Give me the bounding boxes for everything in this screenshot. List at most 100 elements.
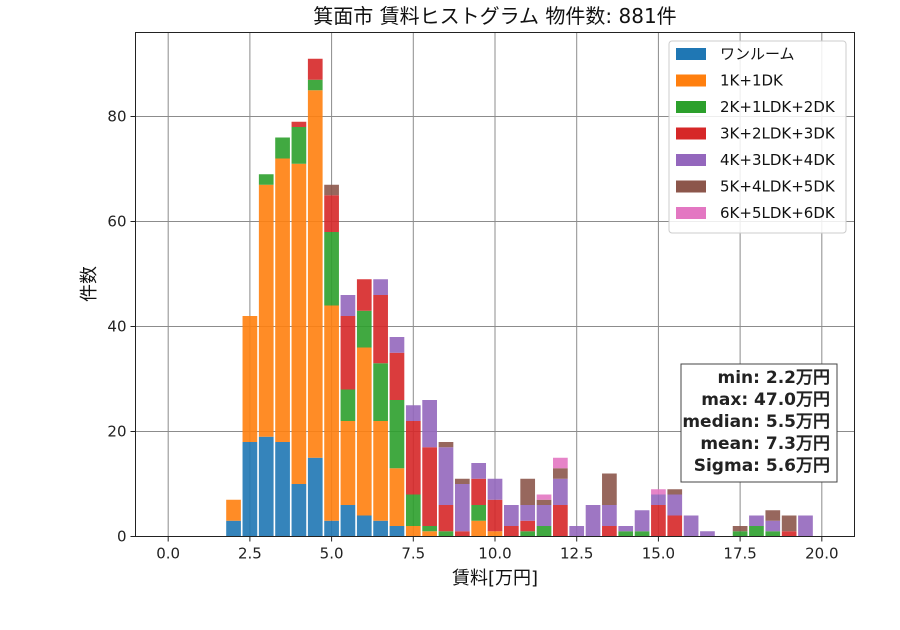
bar-segment-5 (471, 463, 487, 479)
legend-box (668, 40, 847, 234)
stats-frame (680, 363, 838, 483)
bar-segment-4 (373, 295, 388, 364)
stats-mean: mean: 7.3万円 (700, 434, 830, 454)
bar-segment-2 (242, 316, 258, 442)
x-tick-label: 5.0 (320, 545, 344, 563)
bar-segment-2 (405, 526, 421, 537)
bar-segment-3 (732, 531, 748, 537)
bar-segment-5 (602, 505, 617, 526)
legend-swatch (676, 207, 706, 219)
bar-segment-5 (765, 520, 781, 532)
bar-segment-4 (340, 316, 356, 390)
bar-segment-6 (520, 478, 536, 505)
bar-segment-2 (324, 305, 339, 521)
stats-box: min: 2.2万円 max: 47.0万円 median: 5.5万円 mea… (680, 363, 838, 483)
x-tick-label: 7.5 (401, 545, 425, 563)
bar-segment-5 (749, 515, 764, 526)
bar-segment-7 (651, 489, 666, 495)
bar-segment-6 (765, 510, 781, 521)
legend-swatch (676, 101, 706, 113)
bar-segment-4 (602, 526, 617, 537)
bar-segment-4 (667, 515, 683, 537)
bar-segment-2 (307, 90, 323, 458)
legend-label: 4K+3LDK+4DK (720, 151, 836, 169)
legend: ワンルーム 1K+1DK 2K+1LDK+2DK 3K+2LDK+3DK 4K+3LDK… (668, 40, 847, 234)
bar-segment-7 (536, 494, 552, 500)
bar-segment-3 (618, 531, 634, 537)
legend-swatch (676, 127, 706, 140)
bar-segment-3 (258, 174, 274, 185)
y-tick-label: 40 (107, 318, 126, 336)
bar-segment-1 (226, 520, 241, 537)
bar-segment-4 (520, 520, 536, 532)
bar-segment-5 (405, 405, 421, 421)
bar-segment-2 (487, 531, 503, 537)
x-axis-title: 賃料[万円] (452, 568, 538, 589)
bar-segment-4 (291, 121, 307, 127)
bar-segment-5 (389, 337, 405, 353)
bar-segment-2 (291, 163, 307, 484)
stats-min: min: 2.2万円 (718, 368, 830, 388)
bar-segment-3 (324, 232, 339, 306)
bar-segment-6 (667, 489, 683, 495)
bar-segment-2 (275, 158, 290, 442)
legend-swatch (676, 154, 706, 166)
bar-segment-2 (226, 499, 241, 521)
bar-segment-5 (634, 510, 650, 532)
x-axis-ticks: 0.0 2.5 5.0 7.5 10.0 12.5 15.0 17.5 20.0 (156, 536, 839, 563)
bar-segment-6 (536, 499, 552, 505)
bar-segment-1 (258, 436, 274, 537)
bar-segment-4 (438, 505, 454, 532)
legend-label: 3K+2LDK+3DK (720, 125, 836, 143)
bar-segment-1 (324, 520, 339, 537)
bar-segment-6 (781, 515, 797, 532)
bar-segment-5 (700, 531, 715, 537)
bar-segment-4 (356, 279, 372, 311)
legend-label: 2K+1LDK+2DK (720, 98, 836, 116)
bar-segment-1 (291, 484, 307, 537)
bar-segment-3 (765, 531, 781, 537)
bar-segment-4 (422, 447, 437, 526)
bar-segment-1 (389, 526, 405, 537)
bar-segment-6 (324, 184, 339, 196)
bar-segment-7 (553, 457, 568, 469)
bar-segment-2 (258, 184, 274, 437)
bar-segment-3 (536, 526, 552, 537)
bar-segment-5 (520, 505, 536, 521)
bar-segment-5 (503, 505, 519, 526)
y-tick-label: 80 (107, 108, 126, 126)
bar-segment-3 (291, 127, 307, 164)
bar-segment-3 (422, 526, 437, 532)
x-tick-label: 2.5 (238, 545, 262, 563)
bar-segment-5 (618, 526, 634, 532)
bar-segment-3 (438, 531, 454, 537)
bar-segment-4 (781, 531, 797, 537)
bar-segment-2 (373, 421, 388, 521)
bar-segment-1 (242, 442, 258, 537)
bar-segment-1 (340, 505, 356, 537)
bar-segment-5 (340, 295, 356, 316)
bar-segment-5 (569, 526, 585, 537)
legend-swatch (676, 74, 706, 87)
legend-label: 6K+5LDK+6DK (720, 204, 836, 222)
bar-segment-4 (454, 531, 470, 537)
bar-segment-3 (520, 531, 536, 537)
bar-segment-2 (356, 347, 372, 516)
bar-segment-1 (373, 520, 388, 537)
x-tick-label: 20.0 (805, 545, 838, 563)
legend-swatch (676, 48, 706, 60)
bar-segment-6 (553, 468, 568, 479)
legend-label: 5K+4LDK+5DK (720, 178, 836, 196)
x-tick-label: 12.5 (560, 545, 593, 563)
legend-label: ワンルーム (720, 45, 795, 63)
bar-segment-4 (487, 499, 503, 532)
bar-segment-6 (602, 473, 617, 505)
bar-segment-6 (732, 526, 748, 532)
y-axis-title: 件数 (79, 266, 100, 302)
bar-segment-2 (389, 468, 405, 526)
y-tick-label: 20 (107, 423, 126, 441)
legend-label: 1K+1DK (720, 72, 784, 90)
bar-segment-5 (536, 505, 552, 526)
bar-segment-3 (307, 79, 323, 91)
